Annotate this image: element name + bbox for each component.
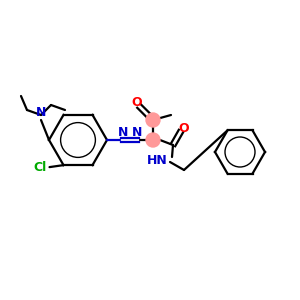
Text: N: N (132, 127, 142, 140)
Text: HN: HN (147, 154, 168, 166)
Text: O: O (132, 95, 142, 109)
Text: O: O (179, 122, 189, 136)
Circle shape (146, 113, 160, 127)
Text: N: N (118, 127, 128, 140)
Text: Cl: Cl (33, 160, 46, 174)
Text: N: N (36, 106, 46, 119)
Circle shape (146, 133, 160, 147)
